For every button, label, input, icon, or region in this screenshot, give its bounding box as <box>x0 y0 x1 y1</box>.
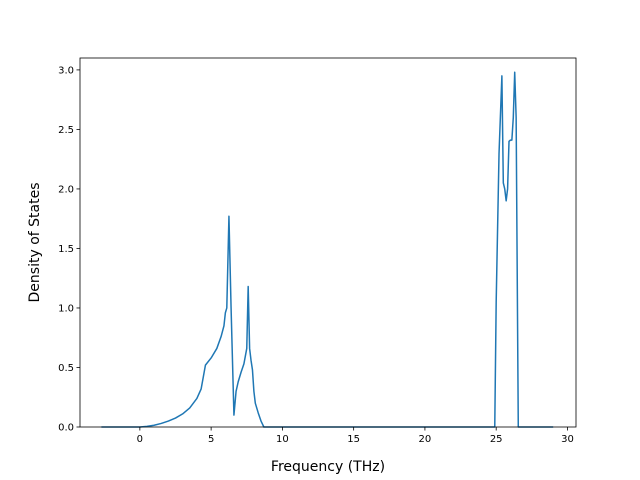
y-axis-ticks: 0.0 0.5 1.0 1.5 2.0 2.5 3.0 <box>58 65 80 434</box>
y-tick-label: 1.0 <box>58 303 74 314</box>
y-tick-label: 2.0 <box>58 184 74 195</box>
y-axis-label: Density of States <box>27 183 43 303</box>
series-line-0 <box>101 71 554 428</box>
plot-frame <box>79 57 577 428</box>
y-tick-label: 2.5 <box>58 125 74 136</box>
x-tick-label: 5 <box>208 434 214 445</box>
x-tick-label: 10 <box>276 434 289 445</box>
x-tick-label: 20 <box>419 434 432 445</box>
series-layer <box>101 71 554 428</box>
x-axis-label: Frequency (THz) <box>271 459 385 475</box>
y-tick-label: 3.0 <box>58 65 74 76</box>
x-tick-label: 30 <box>561 434 574 445</box>
x-tick-label: 0 <box>137 434 143 445</box>
y-tick-label: 1.5 <box>58 244 74 255</box>
x-axis-ticks: 0 5 10 15 20 25 30 <box>137 427 574 445</box>
x-tick-label: 25 <box>490 434 503 445</box>
x-tick-label: 15 <box>347 434 360 445</box>
y-tick-label: 0.5 <box>58 363 74 374</box>
y-tick-label: 0.0 <box>58 423 74 434</box>
